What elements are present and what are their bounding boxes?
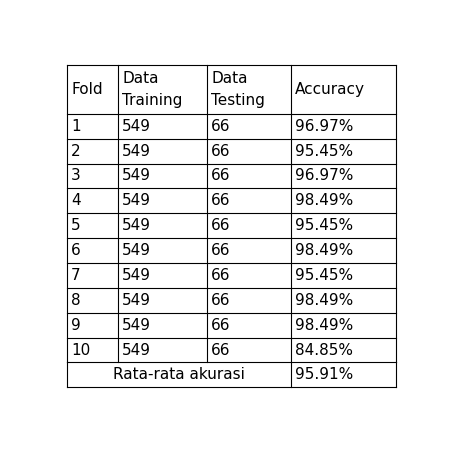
Text: 549: 549 [122, 119, 151, 134]
Text: 95.91%: 95.91% [295, 367, 353, 382]
Text: 549: 549 [122, 193, 151, 208]
Text: 549: 549 [122, 144, 151, 159]
Text: Fold: Fold [71, 82, 103, 97]
Text: 66: 66 [211, 318, 230, 333]
Text: Data: Data [211, 71, 247, 86]
Text: 549: 549 [122, 243, 151, 258]
Text: Training: Training [122, 93, 182, 108]
Text: 549: 549 [122, 268, 151, 283]
Text: 66: 66 [211, 168, 230, 183]
Text: 549: 549 [122, 293, 151, 308]
Text: 95.45%: 95.45% [295, 268, 353, 283]
Text: 3: 3 [71, 168, 81, 183]
Text: 66: 66 [211, 193, 230, 208]
Text: 549: 549 [122, 318, 151, 333]
Text: 98.49%: 98.49% [295, 193, 353, 208]
Text: 66: 66 [211, 243, 230, 258]
Text: 98.49%: 98.49% [295, 318, 353, 333]
Text: Accuracy: Accuracy [295, 82, 364, 97]
Text: 1: 1 [71, 119, 81, 134]
Text: 96.97%: 96.97% [295, 119, 353, 134]
Text: 66: 66 [211, 293, 230, 308]
Text: 98.49%: 98.49% [295, 293, 353, 308]
Text: 66: 66 [211, 343, 230, 358]
Text: Rata-rata akurasi: Rata-rata akurasi [113, 367, 244, 382]
Text: Data: Data [122, 71, 158, 86]
Text: 95.45%: 95.45% [295, 144, 353, 159]
Text: 9: 9 [71, 318, 81, 333]
Text: 549: 549 [122, 168, 151, 183]
Text: 4: 4 [71, 193, 81, 208]
Text: 84.85%: 84.85% [295, 343, 352, 358]
Text: 5: 5 [71, 218, 81, 233]
Text: 66: 66 [211, 144, 230, 159]
Text: 96.97%: 96.97% [295, 168, 353, 183]
Text: 10: 10 [71, 343, 90, 358]
Text: Testing: Testing [211, 93, 264, 108]
Text: 66: 66 [211, 268, 230, 283]
Text: 66: 66 [211, 119, 230, 134]
Text: 95.45%: 95.45% [295, 218, 353, 233]
Text: 7: 7 [71, 268, 81, 283]
Text: 98.49%: 98.49% [295, 243, 353, 258]
Text: 66: 66 [211, 218, 230, 233]
Text: 6: 6 [71, 243, 81, 258]
Text: 8: 8 [71, 293, 81, 308]
Text: 549: 549 [122, 343, 151, 358]
Text: 2: 2 [71, 144, 81, 159]
Text: 549: 549 [122, 218, 151, 233]
